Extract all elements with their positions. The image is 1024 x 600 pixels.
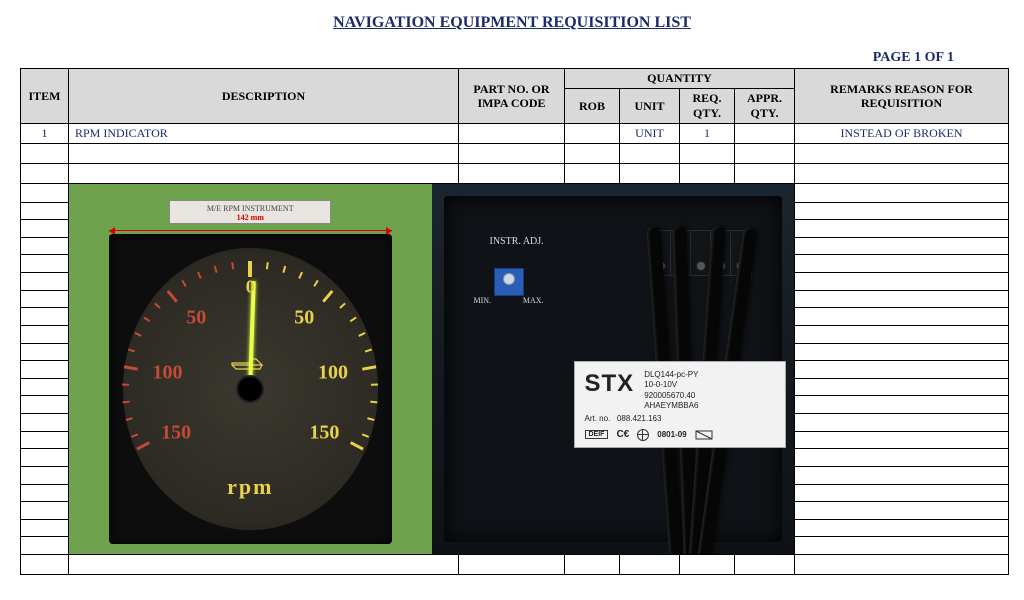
- scale-tick: [248, 261, 252, 277]
- sticker-lines: DLQ144-pc-PY10-0-10V920005670.40AHAEYMBB…: [644, 370, 698, 412]
- scale-number: 150: [309, 421, 339, 444]
- scale-tick: [370, 401, 377, 404]
- scale-tick: [350, 441, 364, 450]
- scale-tick: [367, 417, 374, 421]
- scale-tick: [126, 417, 133, 421]
- photo-gauge-front: M/E RPM INSTRUMENT 142 mm rpm 0 50 100 150 5…: [69, 184, 432, 554]
- cell-item: 1: [21, 124, 69, 144]
- photo-row: M/E RPM INSTRUMENT 142 mm rpm 0 50 100 150 5…: [21, 184, 1009, 555]
- scale-number: 50: [186, 306, 206, 329]
- scale-tick: [131, 433, 138, 437]
- scale-tick: [299, 272, 304, 279]
- sticker-artno: Art. no. 088.421.163: [585, 414, 775, 423]
- th-quantity: QUANTITY: [565, 69, 795, 89]
- back-plate: INSTR. ADJ. MIN.MAX. STX DLQ144-pc-PY10-…: [444, 196, 783, 542]
- scale-number: 50: [294, 306, 314, 329]
- scale-tick: [350, 317, 357, 323]
- wheel-icon: [637, 429, 649, 441]
- scale-tick: [167, 290, 178, 303]
- cell-part: [459, 124, 565, 144]
- scale-tick: [135, 332, 142, 337]
- instrument-plate: M/E RPM INSTRUMENT 142 mm: [169, 200, 331, 224]
- photo-cell: M/E RPM INSTRUMENT 142 mm rpm 0 50 100 150 5…: [69, 184, 795, 555]
- adj-knob: [494, 268, 524, 296]
- th-description: DESCRIPTION: [69, 69, 459, 124]
- scale-tick: [154, 303, 161, 309]
- th-req: REQ. QTY.: [680, 89, 735, 124]
- sticker-bottom: DEIF C€ 0801-09: [585, 429, 775, 441]
- scale-tick: [322, 290, 333, 303]
- gauge-dial: rpm 0 50 100 150 50 100 150: [123, 248, 378, 530]
- scale-tick: [365, 348, 372, 352]
- page-indicator: PAGE 1 OF 1: [20, 50, 1004, 66]
- plate-dimension: 142 mm: [170, 213, 330, 222]
- cell-unit: UNIT: [620, 124, 680, 144]
- photo-gauge-back: INSTR. ADJ. MIN.MAX. STX DLQ144-pc-PY10-…: [432, 184, 795, 554]
- scale-number: 0: [246, 277, 255, 298]
- page-title: NAVIGATION EQUIPMENT REQUISITION LIST: [20, 14, 1004, 32]
- scale-tick: [122, 384, 129, 386]
- scale-tick: [340, 303, 347, 309]
- adj-label: INSTR. ADJ.: [490, 236, 544, 247]
- th-part: PART NO. OR IMPA CODE: [459, 69, 565, 124]
- cell-rob: [565, 124, 620, 144]
- plate-text: M/E RPM INSTRUMENT: [170, 204, 330, 213]
- dimension-line: [109, 230, 392, 231]
- scale-tick: [231, 262, 234, 269]
- minmax-labels: MIN.MAX.: [474, 296, 544, 305]
- scale-tick: [144, 317, 151, 323]
- scale-tick: [137, 441, 151, 450]
- rpm-label: rpm: [123, 474, 378, 500]
- th-appr: APPR. QTY.: [735, 89, 795, 124]
- th-unit: UNIT: [620, 89, 680, 124]
- gauge-hub: [236, 375, 264, 403]
- scale-tick: [197, 272, 202, 279]
- scale-tick: [182, 280, 187, 287]
- table-row-empty: [21, 144, 1009, 164]
- scale-number: 150: [161, 421, 191, 444]
- scale-tick: [371, 384, 378, 386]
- scale-tick: [359, 332, 366, 337]
- scale-tick: [362, 365, 376, 370]
- gauge-bezel: rpm 0 50 100 150 50 100 150: [109, 234, 392, 544]
- scale-tick: [362, 433, 369, 437]
- cell-req: 1: [680, 124, 735, 144]
- cell-description: RPM INDICATOR: [69, 124, 459, 144]
- table-row-empty: [21, 555, 1009, 575]
- cell-remarks: INSTEAD OF BROKEN: [795, 124, 1009, 144]
- th-rob: ROB: [565, 89, 620, 124]
- sticker-brand: STX: [585, 370, 635, 398]
- scale-tick: [266, 262, 269, 269]
- scale-tick: [283, 266, 287, 273]
- requisition-table: ITEM DESCRIPTION PART NO. OR IMPA CODE Q…: [20, 68, 1009, 575]
- scale-tick: [123, 401, 130, 404]
- th-item: ITEM: [21, 69, 69, 124]
- scale-number: 100: [153, 361, 183, 384]
- th-remarks: REMARKS REASON FOR REQUISITION: [795, 69, 1009, 124]
- table-row: 1 RPM INDICATOR UNIT 1 INSTEAD OF BROKEN: [21, 124, 1009, 144]
- scale-tick: [128, 348, 135, 352]
- table-row-empty: [21, 164, 1009, 184]
- cell-appr: [735, 124, 795, 144]
- id-sticker: STX DLQ144-pc-PY10-0-10V920005670.40AHAE…: [574, 361, 786, 448]
- scale-number: 100: [318, 361, 348, 384]
- scale-tick: [214, 266, 218, 273]
- scale-tick: [314, 280, 319, 287]
- scale-tick: [124, 365, 138, 370]
